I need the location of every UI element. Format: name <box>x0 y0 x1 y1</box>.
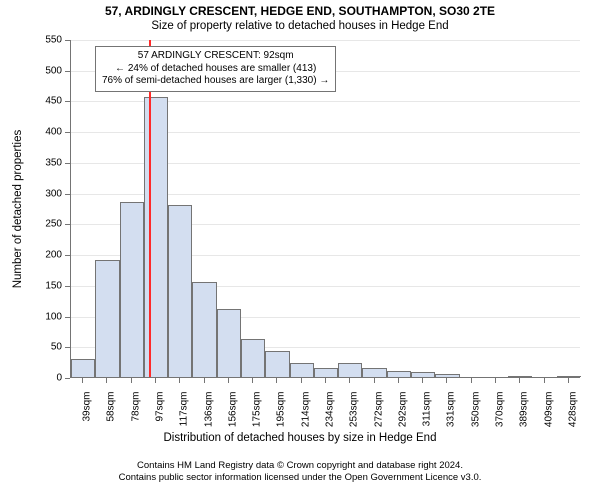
x-tick-mark <box>325 378 326 383</box>
x-tick-label: 78sqm <box>130 392 141 422</box>
histogram-bar <box>95 260 119 377</box>
x-tick-mark <box>568 378 569 383</box>
histogram-bar <box>314 368 338 377</box>
x-axis-label: Distribution of detached houses by size … <box>0 432 600 444</box>
y-tick-mark <box>65 224 70 225</box>
y-tick-label: 250 <box>32 219 62 230</box>
y-tick-label: 550 <box>32 35 62 46</box>
x-tick-label: 136sqm <box>203 392 214 428</box>
x-tick-label: 214sqm <box>300 392 311 428</box>
histogram-bar <box>435 374 459 377</box>
y-tick-mark <box>65 347 70 348</box>
y-tick-label: 0 <box>32 373 62 384</box>
y-tick-label: 350 <box>32 157 62 168</box>
y-tick-mark <box>65 40 70 41</box>
footer-line: Contains HM Land Registry data © Crown c… <box>0 460 600 472</box>
histogram-bar <box>241 339 265 377</box>
x-tick-mark <box>106 378 107 383</box>
y-tick-label: 400 <box>32 127 62 138</box>
x-tick-mark <box>228 378 229 383</box>
histogram-bar <box>265 351 289 377</box>
info-box: 57 ARDINGLY CRESCENT: 92sqm ← 24% of det… <box>95 46 336 92</box>
y-tick-label: 100 <box>32 311 62 322</box>
x-tick-label: 195sqm <box>276 392 287 428</box>
histogram-bar <box>411 372 435 377</box>
histogram-bar <box>557 376 581 377</box>
histogram-bar <box>508 376 532 377</box>
x-tick-label: 39sqm <box>82 392 93 422</box>
x-tick-label: 370sqm <box>495 392 506 428</box>
x-tick-label: 156sqm <box>227 392 238 428</box>
x-tick-label: 272sqm <box>373 392 384 428</box>
info-box-line: 57 ARDINGLY CRESCENT: 92sqm <box>102 50 329 63</box>
x-tick-label: 350sqm <box>470 392 481 428</box>
x-tick-label: 234sqm <box>325 392 336 428</box>
x-tick-mark <box>519 378 520 383</box>
y-tick-mark <box>65 132 70 133</box>
x-tick-mark <box>252 378 253 383</box>
x-tick-label: 58sqm <box>106 392 117 422</box>
info-box-line: 76% of semi-detached houses are larger (… <box>102 75 329 88</box>
x-tick-label: 292sqm <box>397 392 408 428</box>
info-box-line: ← 24% of detached houses are smaller (41… <box>102 63 329 76</box>
x-tick-label: 253sqm <box>349 392 360 428</box>
histogram-bar <box>290 363 314 377</box>
x-tick-mark <box>131 378 132 383</box>
y-tick-label: 300 <box>32 188 62 199</box>
grid-line <box>71 40 580 41</box>
y-tick-label: 200 <box>32 250 62 261</box>
histogram-bar <box>362 368 386 377</box>
x-tick-mark <box>276 378 277 383</box>
histogram-bar <box>120 202 144 377</box>
y-tick-mark <box>65 71 70 72</box>
x-tick-mark <box>374 378 375 383</box>
histogram-bar <box>168 205 192 377</box>
x-tick-mark <box>82 378 83 383</box>
y-tick-mark <box>65 194 70 195</box>
y-tick-mark <box>65 255 70 256</box>
y-axis-label: Number of detached properties <box>12 130 24 289</box>
y-tick-label: 450 <box>32 96 62 107</box>
y-tick-mark <box>65 286 70 287</box>
x-tick-label: 311sqm <box>422 392 433 427</box>
x-tick-label: 117sqm <box>179 392 190 427</box>
histogram-bar <box>338 363 362 377</box>
chart-subtitle: Size of property relative to detached ho… <box>0 20 600 32</box>
x-tick-mark <box>301 378 302 383</box>
y-tick-label: 500 <box>32 65 62 76</box>
x-tick-label: 389sqm <box>519 392 530 428</box>
histogram-bar <box>144 97 168 377</box>
y-tick-mark <box>65 317 70 318</box>
x-tick-mark <box>204 378 205 383</box>
x-tick-mark <box>155 378 156 383</box>
x-tick-mark <box>179 378 180 383</box>
histogram-bar <box>71 359 95 377</box>
x-tick-mark <box>544 378 545 383</box>
x-tick-label: 409sqm <box>543 392 554 428</box>
chart-footer: Contains HM Land Registry data © Crown c… <box>0 460 600 484</box>
histogram-bar <box>217 309 241 377</box>
y-tick-mark <box>65 101 70 102</box>
y-tick-label: 50 <box>32 342 62 353</box>
x-tick-mark <box>495 378 496 383</box>
x-tick-mark <box>349 378 350 383</box>
x-tick-mark <box>471 378 472 383</box>
histogram-bar <box>192 282 216 377</box>
x-tick-label: 428sqm <box>567 392 578 428</box>
x-tick-label: 175sqm <box>252 392 263 428</box>
y-tick-mark <box>65 163 70 164</box>
y-tick-mark <box>65 378 70 379</box>
x-tick-label: 97sqm <box>155 392 166 422</box>
x-tick-mark <box>398 378 399 383</box>
x-tick-mark <box>422 378 423 383</box>
x-tick-mark <box>446 378 447 383</box>
histogram-bar <box>387 371 411 377</box>
x-tick-label: 331sqm <box>446 392 457 428</box>
y-tick-label: 150 <box>32 280 62 291</box>
footer-line: Contains public sector information licen… <box>0 472 600 484</box>
chart-title: 57, ARDINGLY CRESCENT, HEDGE END, SOUTHA… <box>0 4 600 18</box>
